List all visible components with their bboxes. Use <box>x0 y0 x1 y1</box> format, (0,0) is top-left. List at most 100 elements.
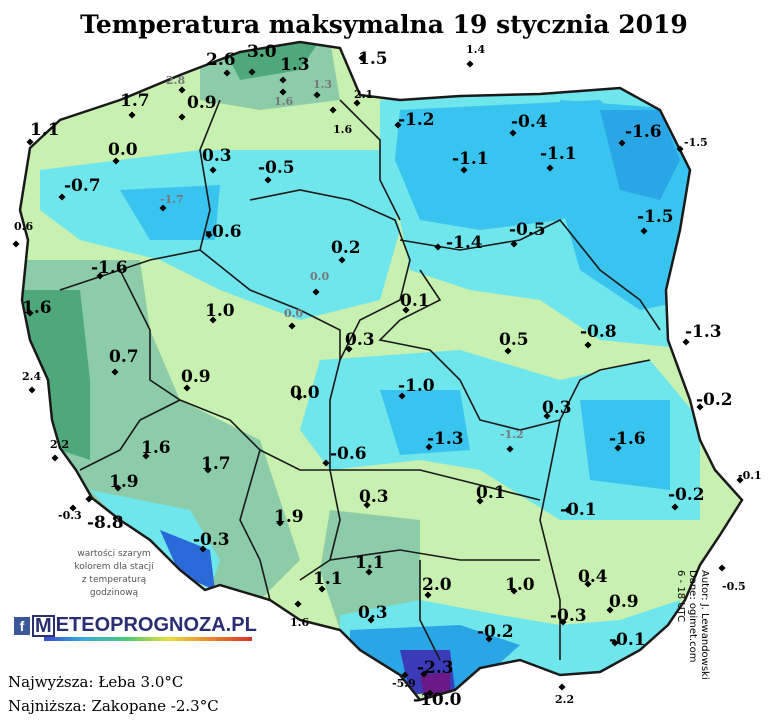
station-marker-icon <box>543 412 551 420</box>
station-temperature: 1.6 <box>274 95 294 108</box>
station-temperature: -0.3 <box>550 606 587 626</box>
station-temperature: -8.8 <box>87 513 124 533</box>
station-temperature: 1.3 <box>280 55 310 75</box>
station-temperature: -0.5 <box>258 158 295 178</box>
station-temperature: -0.2 <box>477 622 514 642</box>
station-temperature: 0.7 <box>109 347 139 367</box>
station-marker-icon <box>26 138 34 146</box>
station-marker-icon <box>736 476 744 484</box>
station-temperature: -1.5 <box>684 136 708 149</box>
station-marker-icon <box>614 444 622 452</box>
gray-values-note: wartości szarym kolorem dla stacji z tem… <box>44 548 184 600</box>
station-marker-icon <box>58 193 66 201</box>
note-line: godzinową <box>89 588 139 598</box>
station-temperature: -0.2 <box>668 485 705 505</box>
station-marker-icon <box>367 616 375 624</box>
station-marker-icon <box>506 445 514 453</box>
station-marker-icon <box>509 129 517 137</box>
station-temperature: 0.3 <box>345 330 375 350</box>
station-temperature: 0.2 <box>331 238 361 258</box>
station-temperature: 2.8 <box>166 74 186 87</box>
station-marker-icon <box>114 484 122 492</box>
station-marker-icon <box>425 443 433 451</box>
station-marker-icon <box>312 288 320 296</box>
station-marker-icon <box>696 403 704 411</box>
station-temperature: -1.6 <box>625 122 662 142</box>
station-marker-icon <box>204 466 212 474</box>
station-marker-icon <box>420 670 428 678</box>
station-temperature: 1.5 <box>358 49 388 69</box>
station-marker-icon <box>112 157 120 165</box>
station-marker-icon <box>584 580 592 588</box>
station-temperature: -1.7 <box>160 193 184 206</box>
station-marker-icon <box>322 459 330 467</box>
station-temperature: 2.4 <box>22 370 42 383</box>
station-temperature: 1.0 <box>505 575 535 595</box>
station-marker-icon <box>401 671 409 679</box>
station-temperature: 2.1 <box>354 88 374 101</box>
station-marker-icon <box>611 639 619 647</box>
station-temperature: 1.6 <box>290 616 310 629</box>
station-marker-icon <box>424 591 432 599</box>
station-marker-icon <box>178 86 186 94</box>
station-marker-icon <box>69 504 77 512</box>
facebook-icon[interactable]: f <box>14 616 30 635</box>
station-temperature: 0.9 <box>609 592 639 612</box>
station-marker-icon <box>559 618 567 626</box>
data-source-line: Dane: ogimet.com <box>687 570 698 663</box>
station-marker-icon <box>294 600 302 608</box>
station-temperature: -0.1 <box>738 469 762 482</box>
station-marker-icon <box>394 121 402 129</box>
station-marker-icon <box>564 506 572 514</box>
author-credits: Autor: J. Lewandowski Dane: ogimet.com 6… <box>675 570 714 710</box>
station-temperature: -0.5 <box>509 220 546 240</box>
station-marker-icon <box>96 272 104 280</box>
station-temperature: -2.3 <box>417 658 454 678</box>
station-marker-icon <box>345 345 353 353</box>
station-temperature: -0.1 <box>560 500 597 520</box>
station-marker-icon <box>248 68 256 76</box>
station-marker-icon <box>178 113 186 121</box>
note-line: wartości szarym <box>77 549 151 559</box>
station-marker-icon <box>318 585 326 593</box>
station-temperature: -0.4 <box>511 112 548 132</box>
station-temperature: -1.2 <box>500 428 524 441</box>
station-temperature: -5.9 <box>392 677 416 690</box>
station-temperature: 0.1 <box>476 483 506 503</box>
station-marker-icon <box>434 243 442 251</box>
station-temperature: 1.7 <box>120 91 150 111</box>
station-temperature: 0.1 <box>400 291 430 311</box>
station-marker-icon <box>398 392 406 400</box>
station-temperature: -0.3 <box>58 509 82 522</box>
station-temperature: -1.4 <box>446 233 483 253</box>
station-marker-icon <box>353 99 361 107</box>
station-temperature: 1.1 <box>313 569 343 589</box>
station-temperature: 1.9 <box>109 472 139 492</box>
station-temperature: -1.0 <box>398 376 435 396</box>
station-temperature: 0.6 <box>14 220 34 233</box>
station-temperature: 0.5 <box>499 330 529 350</box>
station-marker-icon <box>358 54 366 62</box>
station-marker-icon <box>682 338 690 346</box>
station-temperature: 0.3 <box>542 398 572 418</box>
meteoprognoza-logo[interactable]: f M ETEOPROGNOZA.PL <box>14 614 257 641</box>
station-marker-icon <box>183 384 191 392</box>
station-marker-icon <box>85 495 93 503</box>
station-temperature: -1.6 <box>91 258 128 278</box>
map-title: Temperatura maksymalna 19 stycznia 2019 <box>80 10 688 39</box>
station-temperature: -0.7 <box>64 176 101 196</box>
station-marker-icon <box>485 635 493 643</box>
station-temperature: -1.1 <box>540 144 577 164</box>
lowest-temperature: Najniższa: Zakopane -2.3°C <box>8 697 219 715</box>
station-temperature: 1.7 <box>201 454 231 474</box>
station-temperature: 0.0 <box>310 270 330 283</box>
station-temperature: 1.0 <box>205 301 235 321</box>
station-marker-icon <box>142 452 150 460</box>
station-temperature: -1.2 <box>398 110 435 130</box>
logo-m: M <box>32 614 55 637</box>
station-marker-icon <box>510 240 518 248</box>
station-temperature: 1.6 <box>333 123 353 136</box>
note-line: kolorem dla stacji <box>74 562 154 572</box>
station-temperature: -0.8 <box>580 322 617 342</box>
station-marker-icon <box>546 164 554 172</box>
